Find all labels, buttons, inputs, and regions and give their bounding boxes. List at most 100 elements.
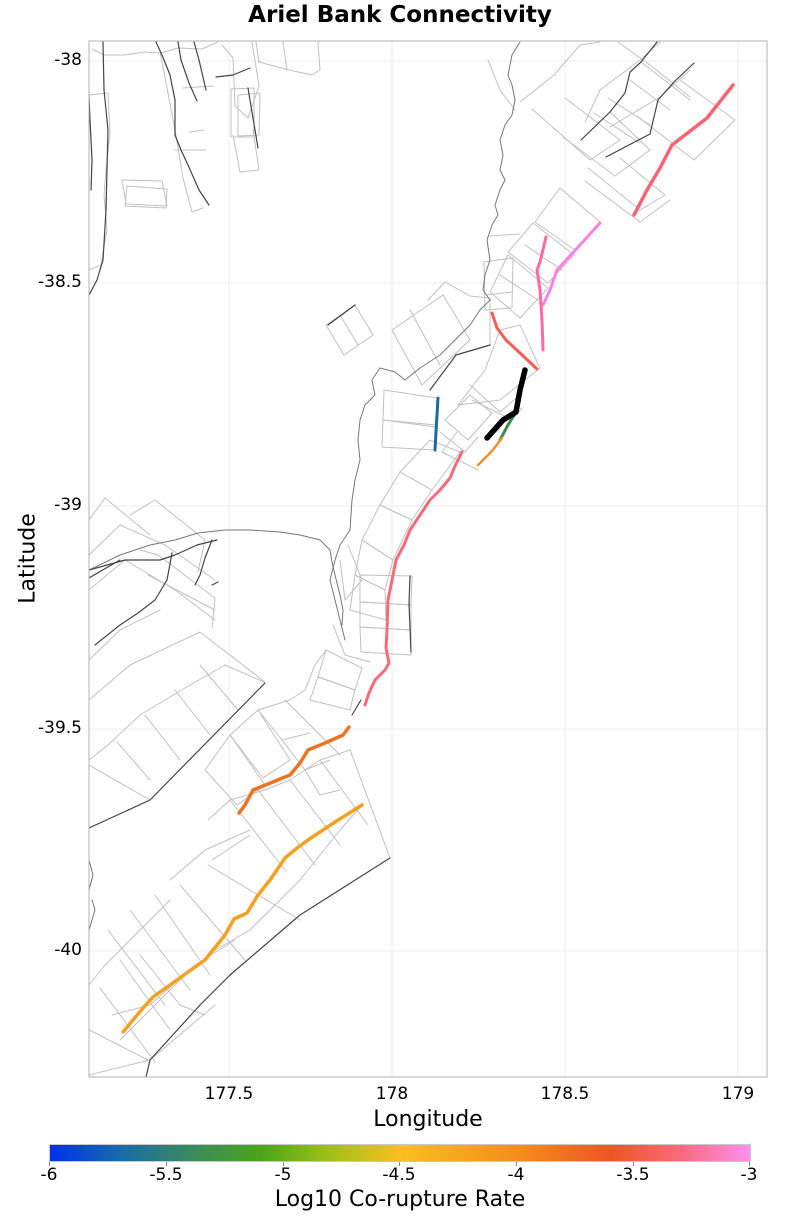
fault-outline bbox=[427, 281, 491, 346]
corupture-fault-trace bbox=[535, 235, 548, 352]
fault-outline bbox=[89, 764, 151, 801]
coastline-segment bbox=[89, 899, 96, 931]
chart-title: Ariel Bank Connectivity bbox=[248, 2, 552, 28]
fault-trace bbox=[89, 41, 109, 296]
coastline-segment bbox=[89, 529, 344, 626]
fault-outline bbox=[204, 734, 266, 806]
ariel-bank-trace bbox=[484, 367, 528, 441]
fault-outline bbox=[147, 574, 216, 611]
fault-outlines bbox=[89, 41, 736, 1076]
fault-trace bbox=[605, 62, 695, 158]
y-tick-label: -39.5 bbox=[38, 718, 82, 738]
fault-outline bbox=[257, 649, 327, 711]
fault-outline bbox=[359, 574, 413, 606]
fault-outline bbox=[207, 864, 301, 921]
fault-outline bbox=[119, 804, 363, 1041]
fault-outline bbox=[89, 899, 171, 986]
fault-outline bbox=[89, 609, 161, 661]
fault-outline bbox=[636, 79, 736, 161]
fault-outline bbox=[332, 624, 371, 663]
fault-outline bbox=[399, 439, 461, 491]
fault-outline bbox=[349, 574, 387, 621]
fault-outline bbox=[116, 741, 151, 781]
fault-outline bbox=[317, 649, 363, 691]
fault-outline bbox=[282, 41, 288, 71]
gridlines bbox=[89, 41, 767, 1077]
colorbar bbox=[49, 1144, 751, 1162]
fault-outline bbox=[199, 664, 239, 711]
corupture-fault-trace bbox=[541, 221, 602, 307]
colorbar-tick-mark bbox=[283, 1162, 284, 1166]
fault-outline bbox=[179, 884, 246, 961]
corupture-fault-trace bbox=[490, 311, 539, 371]
colorbar-tick-mark bbox=[633, 1162, 634, 1166]
colorbar-tick-mark bbox=[749, 1162, 750, 1166]
fault-outline bbox=[584, 41, 661, 123]
fault-outline bbox=[593, 112, 641, 144]
fault-outline bbox=[361, 504, 413, 561]
y-tick-label: -38.5 bbox=[38, 272, 82, 292]
fault-outline bbox=[89, 497, 151, 536]
fault-outline bbox=[121, 179, 168, 207]
fault-outline bbox=[354, 539, 394, 591]
fault-outline bbox=[182, 85, 214, 89]
fault-outline bbox=[174, 689, 211, 736]
fault-outline bbox=[139, 549, 216, 629]
fault-outline bbox=[107, 929, 166, 1006]
fault-outline bbox=[89, 92, 111, 271]
fault-outline bbox=[257, 709, 311, 741]
coastline-segment bbox=[329, 41, 521, 641]
corupture-fault-trace bbox=[237, 725, 351, 815]
colorbar-tick-label: -6 bbox=[40, 1165, 58, 1185]
fault-outline bbox=[129, 499, 206, 573]
fault-trace bbox=[211, 581, 219, 586]
colorbar-tick-label: -4.5 bbox=[382, 1165, 416, 1185]
fault-trace bbox=[351, 699, 362, 716]
corupture-fault-trace bbox=[632, 83, 735, 217]
fault-outline bbox=[91, 41, 219, 56]
y-tick-label: -40 bbox=[54, 940, 82, 960]
fault-outline bbox=[255, 41, 321, 76]
fault-trace bbox=[408, 575, 412, 653]
fault-outline bbox=[339, 544, 363, 601]
fault-outline bbox=[359, 626, 412, 656]
fault-outline bbox=[221, 41, 260, 119]
fault-outline bbox=[617, 41, 691, 98]
corupture-fault-trace bbox=[121, 803, 364, 1034]
fault-trace bbox=[89, 539, 218, 571]
x-tick-label: 179 bbox=[721, 1084, 755, 1104]
coastline-segment bbox=[89, 859, 94, 891]
fault-outline bbox=[232, 129, 260, 173]
fault-trace bbox=[145, 857, 391, 1077]
y-tick-label: -38 bbox=[54, 50, 82, 70]
fault-outline bbox=[562, 111, 651, 177]
fault-outline bbox=[309, 676, 356, 711]
fault-trace bbox=[429, 344, 491, 391]
fault-trace bbox=[327, 304, 356, 326]
fault-outline bbox=[319, 759, 369, 826]
fault-outline bbox=[409, 309, 441, 366]
fault-outline bbox=[229, 709, 291, 779]
fault-outline bbox=[124, 185, 168, 209]
fault-outline bbox=[144, 714, 181, 761]
fault-trace bbox=[94, 552, 173, 646]
fault-trace bbox=[155, 41, 210, 206]
coastline bbox=[89, 41, 521, 931]
fault-outline bbox=[119, 959, 171, 1031]
fault-outline bbox=[531, 97, 621, 161]
fault-outline bbox=[499, 274, 539, 301]
fault-outline bbox=[607, 97, 651, 126]
fault-outline bbox=[587, 157, 666, 211]
x-tick-label: 178.5 bbox=[540, 1084, 590, 1104]
fault-outline bbox=[159, 51, 204, 213]
x-tick-label: 178 bbox=[375, 1084, 409, 1104]
fault-outline bbox=[89, 524, 216, 581]
x-axis-label: Longitude bbox=[373, 1107, 483, 1132]
colorbar-tick-label: -3.5 bbox=[616, 1165, 650, 1185]
fault-outline bbox=[483, 257, 514, 311]
fault-outline bbox=[382, 389, 438, 426]
fault-trace bbox=[89, 682, 266, 829]
fault-trace bbox=[580, 41, 658, 141]
fault-outline bbox=[339, 314, 359, 346]
